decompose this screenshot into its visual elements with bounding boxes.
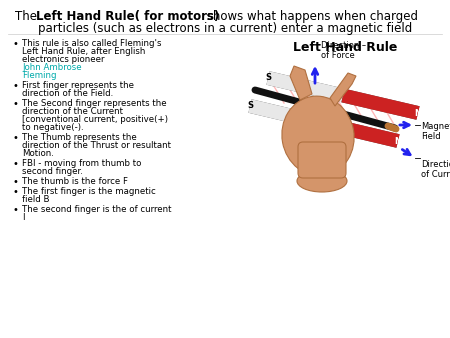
Text: second finger.: second finger. bbox=[22, 167, 83, 176]
Ellipse shape bbox=[282, 96, 354, 176]
Text: I: I bbox=[22, 213, 24, 222]
Text: This rule is also called Fleming's: This rule is also called Fleming's bbox=[22, 39, 162, 48]
Text: The: The bbox=[15, 10, 41, 23]
Text: Fleming: Fleming bbox=[22, 71, 57, 80]
Text: direction of the Current: direction of the Current bbox=[22, 107, 123, 116]
Text: Left Hand Rule( for motors): Left Hand Rule( for motors) bbox=[36, 10, 220, 23]
Text: S: S bbox=[265, 73, 271, 82]
Text: Magnetic
Field: Magnetic Field bbox=[421, 122, 450, 141]
Text: •: • bbox=[12, 99, 18, 109]
Text: Direction
of Current: Direction of Current bbox=[421, 160, 450, 179]
Text: particles (such as electrons in a current) enter a magnetic field: particles (such as electrons in a curren… bbox=[38, 22, 412, 35]
Text: [conventional current, positive(+): [conventional current, positive(+) bbox=[22, 115, 168, 124]
FancyBboxPatch shape bbox=[298, 142, 346, 178]
Text: •: • bbox=[12, 159, 18, 169]
Polygon shape bbox=[290, 66, 312, 100]
Text: field B: field B bbox=[22, 195, 50, 204]
Text: John Ambrose: John Ambrose bbox=[22, 63, 81, 72]
Text: FBI - moving from thumb to: FBI - moving from thumb to bbox=[22, 159, 141, 168]
Text: Left Hand Rule: Left Hand Rule bbox=[293, 41, 397, 54]
Text: Motion.: Motion. bbox=[22, 149, 54, 158]
Text: The first finger is the magnetic: The first finger is the magnetic bbox=[22, 187, 156, 196]
Ellipse shape bbox=[297, 170, 347, 192]
Text: First finger represents the: First finger represents the bbox=[22, 81, 134, 90]
Text: N: N bbox=[395, 137, 401, 145]
Text: electronics pioneer: electronics pioneer bbox=[22, 55, 104, 64]
Text: •: • bbox=[12, 39, 18, 49]
Text: The thumb is the force F: The thumb is the force F bbox=[22, 177, 128, 186]
Text: Left Hand Rule, after English: Left Hand Rule, after English bbox=[22, 47, 145, 56]
Text: direction of the Field.: direction of the Field. bbox=[22, 89, 113, 98]
Text: •: • bbox=[12, 133, 18, 143]
Text: •: • bbox=[12, 81, 18, 91]
Text: The second finger is the of current: The second finger is the of current bbox=[22, 205, 171, 214]
Text: Direction –
of Force: Direction – of Force bbox=[321, 41, 366, 60]
Polygon shape bbox=[330, 73, 356, 106]
Text: •: • bbox=[12, 177, 18, 187]
Text: The Thumb represents the: The Thumb represents the bbox=[22, 133, 137, 142]
Text: shows what happens when charged: shows what happens when charged bbox=[203, 10, 418, 23]
Text: to negative(-).: to negative(-). bbox=[22, 123, 84, 132]
Text: direction of the Thrust or resultant: direction of the Thrust or resultant bbox=[22, 141, 171, 150]
Text: •: • bbox=[12, 187, 18, 197]
Text: S: S bbox=[247, 101, 253, 111]
Text: The Second finger represents the: The Second finger represents the bbox=[22, 99, 167, 108]
Text: •: • bbox=[12, 205, 18, 215]
Text: N: N bbox=[414, 108, 422, 118]
